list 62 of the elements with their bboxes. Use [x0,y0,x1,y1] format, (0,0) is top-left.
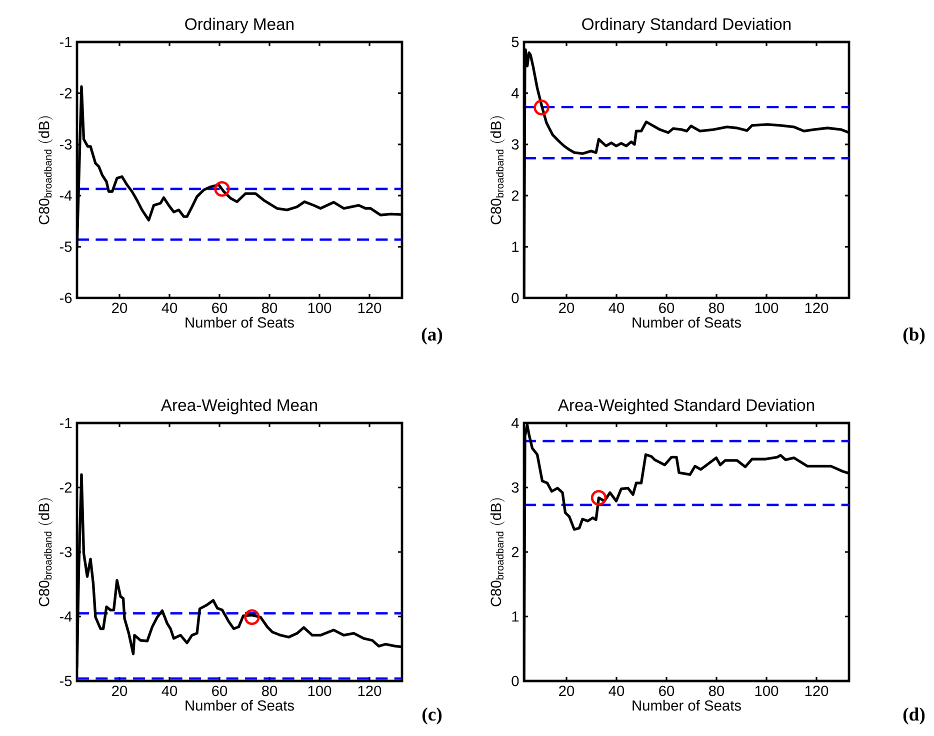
y-tick-label: -2 [60,88,72,98]
x-tick-label: 120 [805,302,828,314]
y-tick-label: 4 [511,418,519,428]
y-tick-label: 0 [512,292,519,304]
x-tick-label: 20 [559,302,574,314]
x-tick-label: 80 [262,686,278,696]
chart-title: Area-Weighted Standard Deviation [558,398,814,414]
x-tick-label: 60 [659,302,674,314]
y-tick-label: 3 [512,482,519,493]
x-tick-label: 100 [308,302,332,314]
x-tick-label: 60 [212,302,228,314]
y-tick-label: -3 [60,546,72,558]
x-axis-title: Number of Seats [186,700,294,711]
y-tick-label: -5 [60,242,72,252]
y-tick-label: 1 [512,611,519,622]
text: (a) [422,328,442,344]
y-tick-label: 5 [512,36,519,48]
y-tick-label: -1 [60,36,72,48]
text: (d) [903,708,925,724]
x-tick-label: 20 [559,686,574,696]
x-tick-label: 40 [162,686,178,696]
y-axis-title: $\mathrm{C80_{broadband}\ (dB)}$ [490,498,505,606]
text: (b) [903,328,925,344]
y-tick-label: -3 [60,139,72,150]
x-tick-label: 100 [308,686,332,696]
y-tick-label: 3 [512,139,519,150]
x-tick-label: 80 [262,302,278,314]
y-tick-label: 4 [511,88,519,98]
y-tick-label: 2 [512,546,519,558]
x-tick-label: 20 [112,686,128,696]
x-tick-label: 120 [805,686,828,696]
y-axis-title: $\mathrm{C80_{broadband}\ (dB)}$ [490,116,505,224]
y-tick-label: -1 [60,418,72,428]
x-axis-title: Number of Seats [632,700,741,711]
text: (c) [422,708,442,724]
y-tick-label: -2 [60,482,72,493]
y-tick-label: -6 [60,292,72,304]
x-tick-label: 40 [608,302,624,314]
y-tick-label: 1 [512,242,519,252]
x-tick-label: 100 [755,686,778,696]
x-tick-label: 20 [112,302,128,314]
x-tick-label: 120 [358,686,382,696]
y-tick-label: 2 [512,190,519,201]
y-tick-label: -4 [60,190,72,201]
chart-title: Area-Weighted Mean [160,398,317,414]
x-tick-label: 40 [608,686,624,696]
x-axis-title: Number of Seats [186,316,294,328]
x-tick-label: 80 [708,686,724,696]
y-axis-title: $\mathrm{C80_{broadband}\ (dB)}$ [38,498,53,606]
x-tick-label: 100 [755,302,778,314]
y-tick-label: -4 [60,611,72,622]
x-tick-label: 60 [659,686,674,696]
x-axis-title: Number of Seats [632,316,741,328]
chart-title: Ordinary Standard Deviation [582,18,791,34]
x-tick-label: 80 [708,302,724,314]
x-tick-label: 60 [212,686,228,696]
x-tick-label: 120 [358,302,382,314]
x-tick-label: 40 [162,302,178,314]
y-tick-label: 0 [512,676,519,686]
chart-title: Ordinary Mean [185,18,294,34]
y-axis-title: $\mathrm{C80_{broadband}\ (dB)}$ [38,116,53,224]
y-tick-label: -5 [60,676,72,686]
